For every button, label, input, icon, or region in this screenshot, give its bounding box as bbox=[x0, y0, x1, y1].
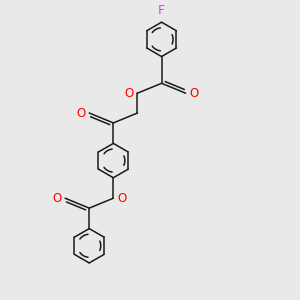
Text: F: F bbox=[158, 4, 165, 17]
Text: O: O bbox=[124, 87, 134, 100]
Text: O: O bbox=[189, 87, 199, 100]
Text: O: O bbox=[52, 192, 62, 205]
Text: O: O bbox=[76, 106, 85, 119]
Text: O: O bbox=[118, 192, 127, 205]
